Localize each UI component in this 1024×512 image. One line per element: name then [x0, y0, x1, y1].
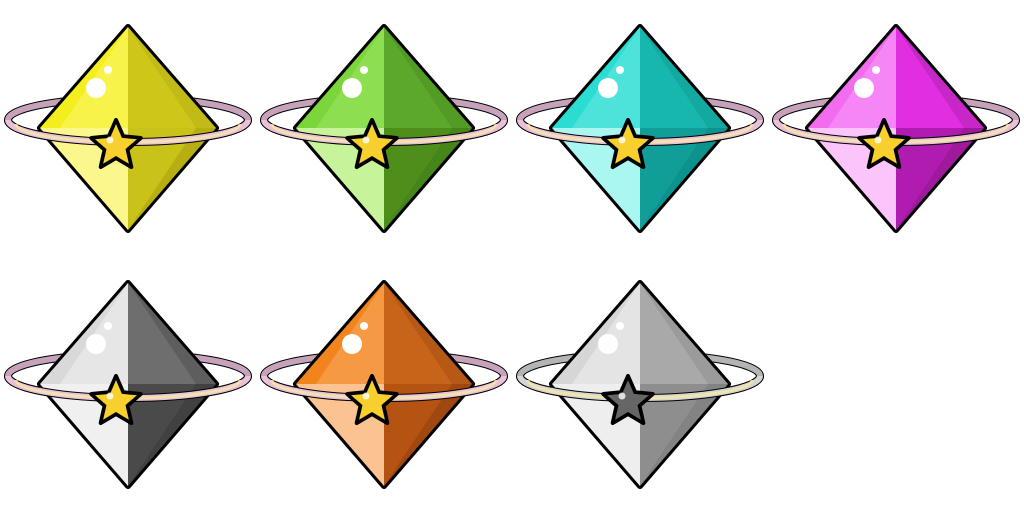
facet-shadow	[640, 128, 728, 230]
facet-highlight	[60, 283, 128, 384]
shine-dot-small	[360, 322, 368, 330]
facet-highlight	[572, 283, 640, 384]
shine-dot-large	[86, 334, 106, 354]
facet-top-left	[40, 283, 128, 384]
facet-top-left	[40, 27, 128, 128]
facet-shadow-top	[896, 27, 984, 128]
facet-top-right	[384, 283, 472, 384]
star-icon	[607, 380, 649, 420]
facet-highlight	[572, 27, 640, 128]
facet-top-right	[384, 27, 472, 128]
facet-top-right	[640, 283, 728, 384]
shine-dot-large	[598, 78, 618, 98]
gem-black[interactable]	[0, 256, 256, 512]
gem-orange[interactable]	[256, 256, 512, 512]
facet-top-right	[640, 27, 728, 128]
shine-dot-small	[360, 66, 368, 74]
gem-cyan[interactable]	[512, 0, 768, 256]
gem-green[interactable]	[256, 0, 512, 256]
star-icon	[351, 124, 393, 164]
star-icon	[95, 380, 137, 420]
facet-top-left	[296, 283, 384, 384]
facet-shadow	[896, 128, 984, 230]
facet-top-left	[296, 27, 384, 128]
facet-shadow-top	[640, 283, 728, 384]
star-shine	[618, 136, 626, 144]
facet-highlight	[316, 27, 384, 128]
facet-highlight	[828, 27, 896, 128]
shine-dot-small	[616, 66, 624, 74]
star-icon	[607, 124, 649, 164]
gem-yellow[interactable]	[0, 0, 256, 256]
facet-shadow	[640, 384, 728, 486]
star-shine	[874, 136, 882, 144]
shine-dot-large	[86, 78, 106, 98]
facet-top-right	[128, 283, 216, 384]
shine-dot-small	[616, 322, 624, 330]
star-shine	[106, 392, 114, 400]
shine-dot-large	[342, 334, 362, 354]
facet-top-right	[896, 27, 984, 128]
star-icon	[95, 124, 137, 164]
facet-top-left	[552, 283, 640, 384]
facet-shadow	[384, 384, 472, 486]
star-icon	[351, 380, 393, 420]
shine-dot-large	[854, 78, 874, 98]
facet-top-right	[128, 27, 216, 128]
facet-shadow-top	[384, 27, 472, 128]
facet-highlight	[60, 27, 128, 128]
shine-dot-large	[598, 334, 618, 354]
facet-shadow	[128, 128, 216, 230]
shine-dot-small	[872, 66, 880, 74]
star-icon	[863, 124, 905, 164]
gem-grey-locked[interactable]	[512, 256, 768, 512]
facet-top-left	[552, 27, 640, 128]
facet-shadow-top	[128, 283, 216, 384]
facet-shadow-top	[384, 283, 472, 384]
star-shine	[618, 392, 626, 400]
facet-highlight	[316, 283, 384, 384]
facet-shadow	[384, 128, 472, 230]
gem-magenta[interactable]	[768, 0, 1024, 256]
star-shine	[106, 136, 114, 144]
facet-shadow	[128, 384, 216, 486]
shine-dot-large	[342, 78, 362, 98]
facet-shadow-top	[640, 27, 728, 128]
facet-top-left	[808, 27, 896, 128]
shine-dot-small	[104, 322, 112, 330]
star-shine	[362, 136, 370, 144]
facet-shadow-top	[128, 27, 216, 128]
shine-dot-small	[104, 66, 112, 74]
star-shine	[362, 392, 370, 400]
